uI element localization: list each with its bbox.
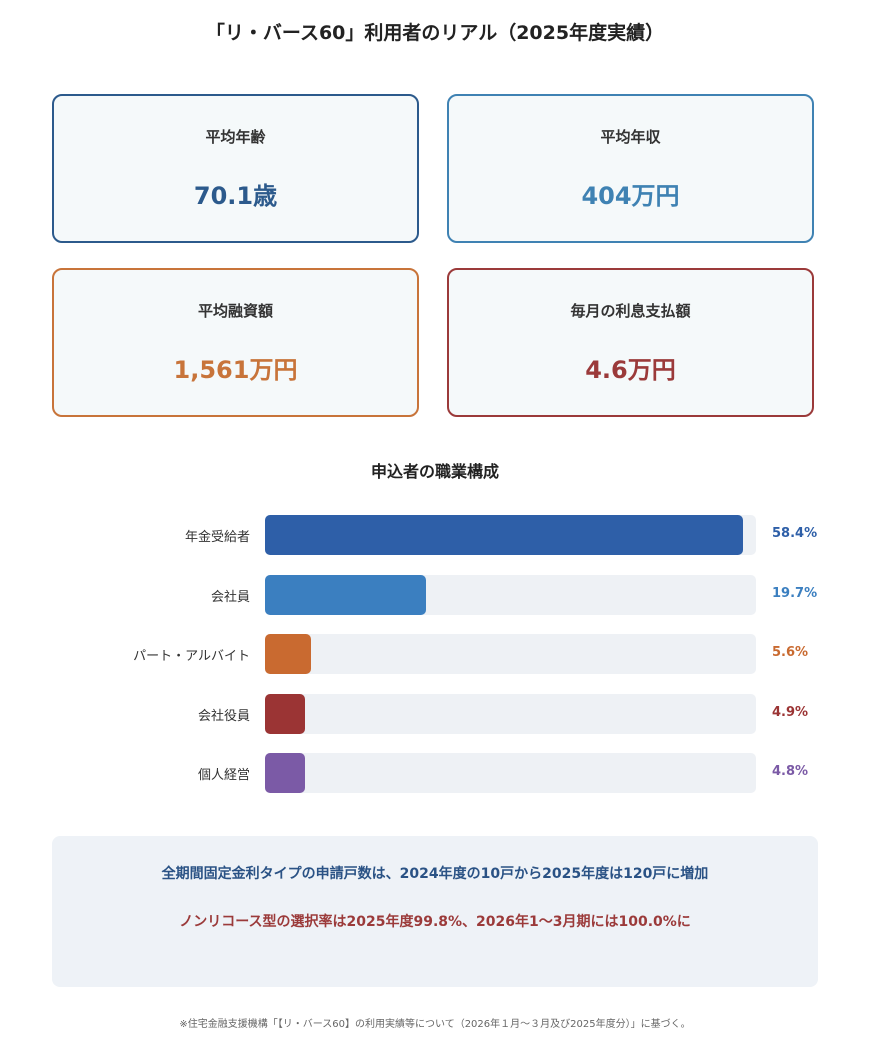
- bar-track: [265, 634, 756, 674]
- card-average-age: 平均年齢 70.1歳: [52, 94, 419, 243]
- note-nonrecourse: ノンリコース型の選択率は2025年度99.8%、2026年1～3月期には100.…: [179, 914, 691, 930]
- notes-box: 全期間固定金利タイプの申請戸数は、2024年度の10戸から2025年度は120戸…: [52, 836, 818, 987]
- card-label: 平均年齢: [205, 128, 266, 146]
- source-footnote: ※住宅金融支援機構「【リ・バース60】の利用実績等について（2026年１月～３月…: [179, 1019, 691, 1030]
- card-value: 4.6万円: [585, 356, 676, 384]
- card-value: 70.1歳: [193, 182, 278, 210]
- value-label: 4.8%: [772, 764, 809, 779]
- category-label: 年金受給者: [184, 530, 250, 545]
- value-label: 58.4%: [772, 526, 818, 541]
- category-label: 会社員: [210, 589, 250, 605]
- card-label: 平均年収: [600, 128, 661, 146]
- bar-track: [265, 693, 756, 734]
- page-title: 「リ・バース60」利用者のリアル（2025年度実績）: [205, 22, 665, 44]
- category-label: パート・アルバイト: [133, 649, 250, 664]
- category-label: 会社役員: [197, 708, 250, 724]
- card-average-income: 平均年収 404万円: [447, 94, 814, 243]
- card-label: 平均融資額: [197, 302, 273, 320]
- card-value: 1,561万円: [173, 356, 298, 384]
- value-label: 5.6%: [772, 645, 809, 660]
- bar: [265, 634, 311, 674]
- card-monthly-interest: 毎月の利息支払額 4.6万円: [447, 268, 814, 417]
- bar-track: [265, 753, 756, 793]
- bar: [265, 574, 427, 615]
- card-average-loan: 平均融資額 1,561万円: [52, 268, 419, 417]
- card-label: 毎月の利息支払額: [570, 302, 691, 320]
- chart-title: 申込者の職業構成: [370, 462, 499, 481]
- category-label: 個人経営: [197, 768, 250, 783]
- note-fixed-rate: 全期間固定金利タイプの申請戸数は、2024年度の10戸から2025年度は120戸…: [161, 866, 709, 882]
- bar: [265, 693, 306, 734]
- bar-track: [265, 574, 756, 615]
- bar-track: [265, 515, 756, 555]
- value-label: 4.9%: [772, 704, 809, 720]
- card-value: 404万円: [581, 182, 680, 210]
- value-label: 19.7%: [772, 585, 818, 601]
- bar: [265, 515, 743, 555]
- bar: [265, 753, 305, 793]
